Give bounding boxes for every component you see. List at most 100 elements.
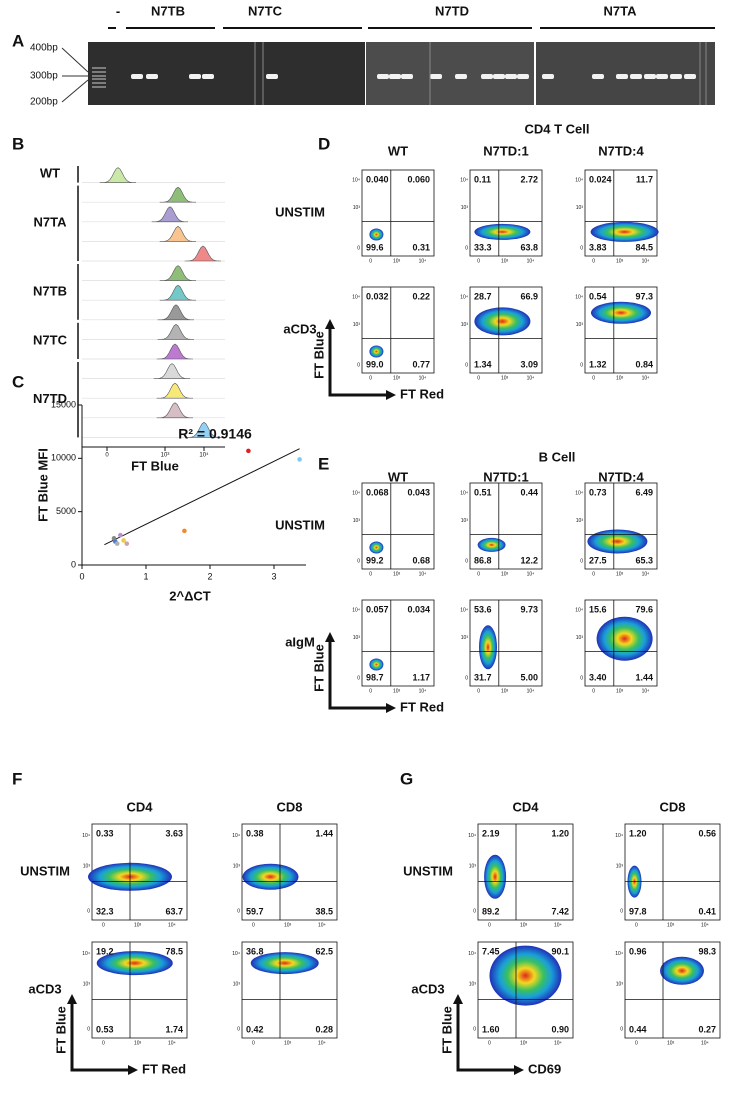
x-tick-label: 1 (143, 571, 148, 581)
arrow-head (453, 994, 524, 1075)
flow-tick-label: 10³ (353, 205, 361, 211)
gel-band (377, 74, 389, 79)
flow-tick-label: 10³ (134, 1040, 142, 1046)
flow-tick-label: 0 (237, 1027, 240, 1033)
lane-header: N7TC (248, 3, 283, 18)
quadrant-value: 28.7 (474, 291, 492, 301)
flow-tick-label: 10³ (616, 258, 624, 264)
flow-tick-label: 0 (477, 571, 480, 577)
flow-tick-label: 0 (592, 688, 595, 694)
histogram (156, 343, 194, 360)
flow-tick-label: 10⁴ (554, 1040, 562, 1046)
flow-tick-label: 10³ (667, 1040, 675, 1046)
flow-plot (477, 941, 574, 1039)
quadrant-value: 0.057 (366, 604, 389, 614)
flow-tick-label: 0 (620, 909, 623, 915)
flow-tick-label: 10³ (576, 635, 584, 641)
density (660, 956, 704, 985)
flow-plot (241, 823, 338, 921)
flow-tick-label: 0 (87, 1027, 90, 1033)
quadrant-value: 5.00 (520, 672, 538, 682)
density (474, 223, 531, 240)
flow-tick-label: 10⁴ (460, 491, 468, 497)
flow-tick-label: 10⁴ (352, 178, 360, 184)
x-tick-label: 3 (271, 571, 276, 581)
flow-tick-label: 10⁴ (232, 951, 240, 957)
gel-band (670, 74, 682, 79)
quadrant-value: 0.22 (412, 291, 430, 301)
axis-label: FT Red (400, 386, 444, 401)
quadrant-value: 7.42 (551, 906, 569, 916)
flow-tick-label: 10⁴ (82, 951, 90, 957)
flow-tick-label: 0 (237, 909, 240, 915)
flow-tick-label: 10⁴ (575, 178, 583, 184)
quadrant-value: 33.3 (474, 242, 492, 252)
flow-tick-label: 10³ (667, 922, 675, 928)
flow-tick-label: 10⁴ (468, 951, 476, 957)
panel-label: D (318, 134, 330, 153)
panel-label: F (12, 769, 22, 788)
flow-tick-label: 10³ (501, 375, 509, 381)
flow-plot (469, 286, 543, 374)
density (596, 616, 653, 661)
gel-band (644, 74, 656, 79)
flow-tick-label: 0 (620, 1027, 623, 1033)
gel-band (389, 74, 401, 79)
axis-label: FT Blue (439, 1006, 454, 1054)
flow-tick-label: 10³ (461, 322, 469, 328)
flow-plot (584, 599, 658, 687)
density (479, 625, 497, 670)
plot-frame (361, 286, 435, 374)
flow-tick-label: 10⁴ (642, 375, 650, 381)
density (590, 221, 659, 242)
plot-frame (469, 169, 543, 257)
quadrant-value: 12.2 (520, 555, 538, 565)
quadrant-value: 1.34 (474, 359, 492, 369)
density (591, 301, 651, 324)
panel-title: B Cell (539, 449, 576, 464)
ladder-label: 300bp (30, 71, 58, 82)
column-label: CD4 (126, 799, 153, 814)
flow-tick-label: 0 (357, 559, 360, 565)
flow-tick-label: 10⁴ (419, 688, 427, 694)
flow-tick-label: 10⁴ (82, 833, 90, 839)
flow-tick-label: 10³ (233, 864, 241, 870)
quadrant-value: 36.8 (246, 946, 264, 956)
quadrant-value: 99.2 (366, 555, 384, 565)
quadrant-value: 0.38 (246, 828, 264, 838)
quadrant-value: 0.034 (407, 604, 430, 614)
quadrant-value: 15.6 (589, 604, 607, 614)
quadrant-value: 0.41 (698, 906, 716, 916)
column-label: N7TD:4 (598, 143, 644, 158)
quadrant-value: 90.1 (551, 946, 569, 956)
flow-tick-label: 0 (592, 571, 595, 577)
axis-label: FT Blue (311, 331, 326, 379)
flow-tick-label: 0 (580, 559, 583, 565)
quadrant-value: 0.068 (366, 487, 389, 497)
density (477, 537, 506, 552)
flow-plot (477, 823, 574, 921)
flow-plot (361, 482, 435, 570)
density (242, 863, 299, 890)
axis-label: CD69 (528, 1061, 561, 1076)
gel-band (630, 74, 642, 79)
histogram (153, 363, 191, 379)
gel-band (684, 74, 696, 79)
flow-tick-label: 0 (102, 1040, 105, 1046)
flow-tick-label: 10⁴ (527, 688, 535, 694)
flow-tick-label: 10³ (616, 688, 624, 694)
flow-plot (241, 941, 338, 1039)
column-label: CD4 (512, 799, 539, 814)
flow-tick-label: 10⁴ (615, 833, 623, 839)
quadrant-value: 0.31 (412, 242, 430, 252)
quadrant-value: 66.9 (520, 291, 538, 301)
axis-arrow (328, 325, 390, 397)
flow-tick-label: 10³ (393, 688, 401, 694)
lane-header: N7TD (435, 3, 469, 18)
flow-tick-label: 10³ (501, 258, 509, 264)
quadrant-value: 53.6 (474, 604, 492, 614)
y-tick-label: 15000 (51, 399, 76, 409)
row-label: UNSTIM (275, 517, 325, 532)
flow-plot (91, 941, 188, 1039)
flow-tick-label: 10³ (353, 635, 361, 641)
